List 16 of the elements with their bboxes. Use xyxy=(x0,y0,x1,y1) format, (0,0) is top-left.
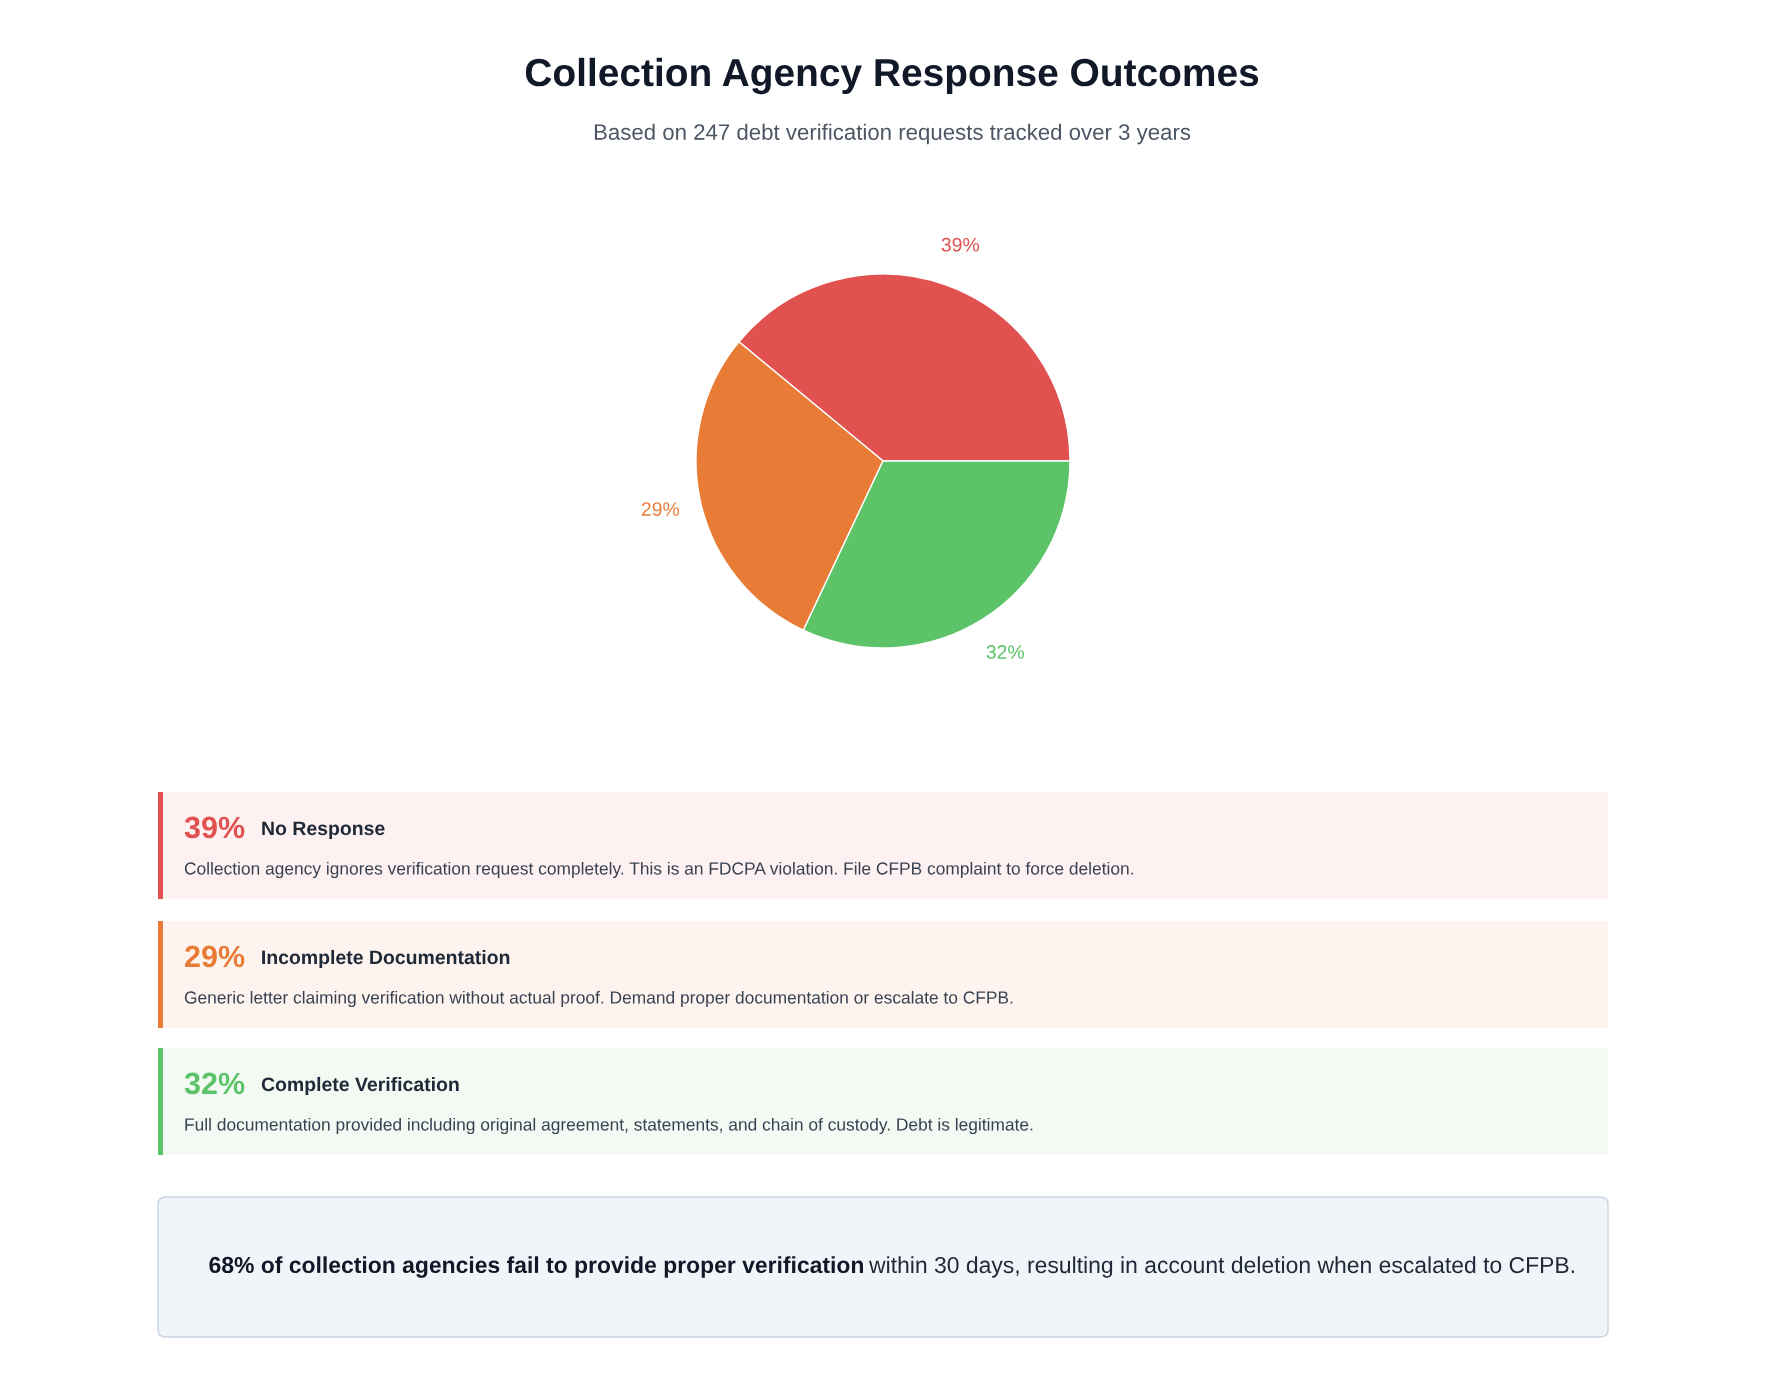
text: Generic letter claiming verification without actual proof. Demand proper documentation or escalate to CFPB. xyxy=(184,990,1013,1008)
text: 29% xyxy=(185,945,245,968)
data-label: 32% xyxy=(986,645,1025,659)
text: Complete Verification xyxy=(261,1076,459,1096)
text: No Response xyxy=(262,821,385,840)
chart-title: Collection Agency Response Outcomes xyxy=(525,57,1259,95)
text: 32% xyxy=(184,1072,245,1095)
text: Collection agency ignores verification request completely. This is an FDCPA violation. File CFPB complaint to force deletion. xyxy=(184,861,1133,879)
chart-subtitle: Based on 247 debt verification requests tracked over 3 years xyxy=(594,123,1191,145)
text: Full documentation provided including original agreement, statements, and chain of custody. Debt is legitimate. xyxy=(185,1117,1033,1135)
data-label: 29% xyxy=(641,502,680,516)
text: within 30 days, resulting in account deletion when escalated to CFPB. xyxy=(869,1256,1574,1278)
data-label: 39% xyxy=(941,237,980,252)
text: 68% of collection agencies fail to provide proper verification xyxy=(209,1256,863,1278)
text: Incomplete Documentation xyxy=(262,949,510,969)
text: 39% xyxy=(184,816,245,839)
